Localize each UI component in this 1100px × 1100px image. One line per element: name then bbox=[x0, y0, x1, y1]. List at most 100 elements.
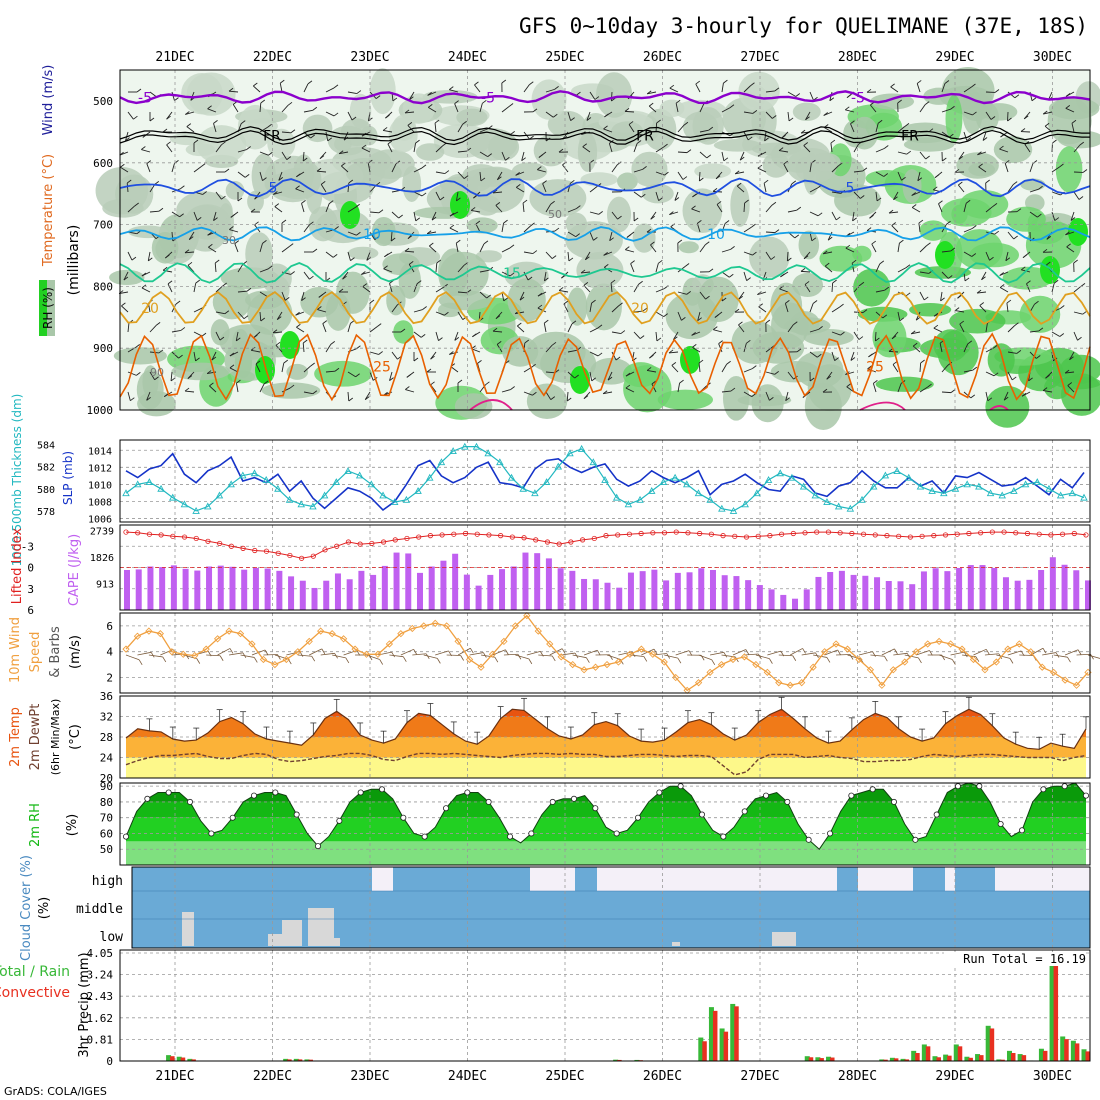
wind-barb-flag bbox=[674, 197, 680, 201]
precip-convective-bar bbox=[1074, 1043, 1080, 1061]
wind-barb bbox=[851, 263, 855, 273]
wind-barb-flag bbox=[495, 202, 501, 206]
wind-barb-flag bbox=[554, 86, 559, 90]
wind-barb-flag bbox=[378, 351, 383, 355]
wind-barb bbox=[479, 291, 487, 299]
wind-barb-flag bbox=[954, 307, 960, 311]
wind-barb bbox=[779, 288, 789, 293]
wind-barb-flag bbox=[586, 117, 592, 121]
wind-barb-flag bbox=[899, 317, 905, 322]
contour-label: 15 bbox=[503, 266, 521, 282]
wind-barb-flag bbox=[495, 315, 501, 320]
wind-barb-flag bbox=[1067, 382, 1073, 386]
rh-shade bbox=[151, 231, 179, 264]
wind-barb-flag bbox=[1071, 119, 1077, 124]
lifted-index-point bbox=[193, 535, 199, 542]
wind-barb-flag bbox=[987, 397, 993, 402]
precip-convective-bar bbox=[1010, 1053, 1016, 1061]
rh-shade bbox=[565, 212, 588, 235]
wind-barb bbox=[677, 311, 682, 321]
wind-barb-flag bbox=[1016, 208, 1022, 213]
precip-convective-bar bbox=[180, 1057, 186, 1061]
temp-tick-label: 24 bbox=[100, 752, 114, 765]
wind-barb bbox=[391, 304, 398, 313]
rh-shade bbox=[245, 232, 273, 276]
lifted-index-point bbox=[322, 547, 328, 553]
wind-barb-flag bbox=[554, 227, 560, 232]
thickness-point bbox=[367, 480, 376, 488]
precip-panel: 00.811.622.433.244.05 Run Total = 16.19 bbox=[87, 947, 1091, 1068]
thickness-point bbox=[145, 478, 154, 486]
rh-point bbox=[293, 811, 300, 818]
cape-bar bbox=[651, 569, 658, 610]
wind-barb-flag bbox=[736, 182, 742, 187]
lifted-index-point bbox=[439, 532, 445, 538]
wind-barb-flag bbox=[322, 320, 328, 324]
wind-barb-flag bbox=[1035, 355, 1041, 359]
wind-barb bbox=[496, 171, 503, 180]
wind-speed-point bbox=[351, 645, 359, 653]
wind-barb-flag bbox=[311, 656, 316, 662]
thickness-point bbox=[612, 493, 621, 501]
cape-bar bbox=[393, 552, 400, 610]
cape-bar bbox=[370, 574, 377, 610]
wind-barb bbox=[655, 146, 664, 153]
wind-barb bbox=[281, 387, 291, 393]
wind-barb-flag bbox=[333, 84, 339, 89]
wind-barb-flag bbox=[795, 93, 801, 97]
wind-barb-flag bbox=[1014, 94, 1020, 99]
low-cloud-gap bbox=[182, 912, 194, 946]
wind-barb bbox=[853, 191, 861, 199]
rh-point bbox=[741, 808, 748, 815]
precip-tick-label: 0.81 bbox=[87, 1033, 114, 1046]
rh-point bbox=[976, 783, 983, 790]
wind-barb bbox=[765, 391, 770, 401]
wind-barb bbox=[493, 191, 503, 194]
wind-barb bbox=[743, 226, 752, 233]
thickness-point bbox=[496, 458, 504, 466]
wind-barb-flag bbox=[301, 297, 306, 302]
wind-barb-flag bbox=[519, 296, 525, 301]
rh-shade bbox=[462, 164, 500, 187]
thickness-point bbox=[262, 475, 270, 483]
wind-barb-flag bbox=[1060, 305, 1065, 309]
wind-speed-point bbox=[637, 645, 645, 653]
wind-barb bbox=[413, 283, 418, 293]
cape-bar bbox=[709, 569, 716, 610]
rh-shade bbox=[438, 248, 469, 297]
rh-shade bbox=[336, 271, 370, 314]
rh-contour-label: 90 bbox=[150, 366, 164, 379]
wind-barb-flag bbox=[669, 84, 675, 89]
cape-bar bbox=[745, 580, 752, 610]
wind-barb bbox=[778, 654, 793, 657]
cloud-clear bbox=[597, 867, 837, 891]
rh-point bbox=[464, 789, 471, 796]
wind-barb-flag bbox=[267, 123, 272, 128]
wind-barb-flag bbox=[348, 179, 354, 184]
wind-barb-flag bbox=[236, 337, 241, 342]
wind-barb-flag bbox=[1046, 261, 1051, 266]
wind-barb bbox=[985, 323, 988, 333]
precip-convective-bar bbox=[1053, 958, 1059, 1061]
wind-barb bbox=[919, 245, 927, 253]
wind-barb-flag bbox=[947, 275, 953, 279]
wind-barb bbox=[691, 208, 701, 213]
wind-barb bbox=[389, 654, 404, 658]
cape-bar bbox=[452, 553, 459, 610]
wind-barb-flag bbox=[505, 156, 510, 161]
wind-barb-flag bbox=[509, 272, 515, 277]
wind-barb bbox=[193, 283, 197, 293]
lifted-index-point bbox=[299, 555, 305, 561]
precip-total-bar bbox=[1060, 1036, 1066, 1061]
wind-barb-flag bbox=[222, 282, 227, 287]
wind-barb bbox=[831, 282, 834, 293]
wind-barb bbox=[589, 91, 596, 100]
wind-barb bbox=[515, 654, 529, 660]
wind-barb-flag bbox=[348, 397, 354, 402]
contour-label: 25 bbox=[373, 360, 391, 376]
wind-barb bbox=[559, 289, 569, 293]
wind-barb-flag bbox=[213, 217, 218, 222]
